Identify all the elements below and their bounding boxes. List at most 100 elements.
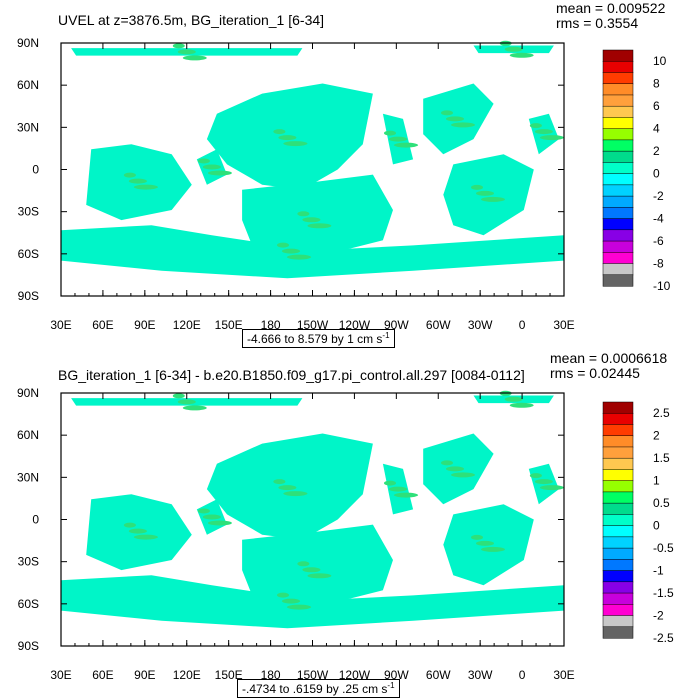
colorbar-swatch [602, 536, 634, 549]
colorbar-swatch [602, 424, 634, 437]
y-tick-label: 60S [18, 247, 39, 261]
colorbar-swatch [602, 240, 634, 253]
colorbar-swatch [602, 457, 634, 470]
y-tick-label: 90N [17, 386, 39, 400]
colorbar-swatch [602, 502, 634, 515]
field-streak [389, 136, 407, 142]
x-tick-label: 150E [215, 668, 243, 682]
rms-label: rms = 0.3554 [556, 15, 639, 31]
field-streak [446, 116, 464, 122]
x-tick-label: 150W [297, 318, 329, 332]
field-streak [172, 43, 185, 49]
field-streak [394, 492, 418, 498]
colorbar-label: 0 [653, 519, 660, 533]
field-streak [451, 472, 475, 478]
y-tick-label: 90N [17, 36, 39, 50]
x-tick-label: 30W [468, 668, 493, 682]
colorbar-label: -10 [653, 279, 671, 293]
x-tick-label: 180 [261, 668, 281, 682]
colorbar-swatch [602, 195, 634, 208]
y-tick-label: 90S [18, 639, 39, 653]
field-streak [539, 485, 564, 491]
x-tick-label: 150E [215, 318, 243, 332]
field-streak [278, 135, 297, 141]
field-streak [283, 141, 308, 147]
field-streak [504, 46, 523, 52]
field-streak [182, 405, 207, 411]
colorbar-swatch [602, 480, 634, 493]
field-streak [509, 52, 534, 58]
x-tick-label: 30E [50, 318, 71, 332]
x-tick-label: 0 [519, 668, 526, 682]
field-streak [128, 178, 147, 184]
bottom-panel: BG_iteration_1 [6-34] - b.e20.B1850.f09_… [0, 350, 700, 700]
field-streak [207, 170, 232, 176]
field-streak [529, 473, 542, 479]
colorbar-swatch [602, 514, 634, 527]
map-plot: 30E 60E 90E 120E 150E 180 150W 120W 90W 60W 30W 0 30… [17, 36, 671, 332]
x-tick-label: 60E [92, 318, 113, 332]
y-tick-label: 30S [18, 555, 39, 569]
field-streak [441, 110, 453, 116]
x-tick-label: 60W [426, 668, 451, 682]
field-streak [133, 184, 158, 190]
x-tick-label: 120W [339, 318, 371, 332]
field-streak [202, 514, 221, 520]
colorbar-label: 2.5 [653, 406, 670, 420]
field-streak [182, 55, 207, 61]
field-streak [529, 123, 542, 129]
range-unit-exponent: -1 [382, 331, 390, 340]
y-tick-label: 30S [18, 205, 39, 219]
contour-range-box: -4.666 to 8.579 by 1 cm s-1 [242, 329, 395, 348]
field-streak [123, 172, 136, 178]
field-streak [282, 598, 300, 604]
field-streak [277, 242, 289, 248]
x-tick-label: 30W [468, 318, 493, 332]
range-text: -4.666 to 8.579 by 1 cm s [247, 332, 383, 346]
y-tick-label: 30N [17, 470, 39, 484]
field-streak [302, 217, 321, 223]
colorbar-swatch [602, 615, 634, 628]
colorbar-label: 0 [653, 167, 660, 181]
colorbar-swatch [602, 184, 634, 197]
field-streak [297, 561, 310, 567]
colorbar-swatch [602, 435, 634, 448]
field-streak [202, 164, 221, 170]
colorbar-swatch [602, 263, 634, 276]
panel-title: UVEL at z=3876.5m, BG_iteration_1 [6-34] [58, 12, 325, 28]
colorbar-swatch [602, 559, 634, 572]
colorbar-swatch [602, 491, 634, 504]
field-streak [287, 604, 311, 610]
field-streak [481, 546, 505, 552]
colorbar-label: -1.5 [653, 586, 674, 600]
colorbar-swatch [602, 570, 634, 583]
field-streak [123, 522, 136, 528]
colorbar-swatch [602, 117, 634, 130]
field-streak [446, 466, 464, 472]
rms-label: rms = 0.02445 [550, 365, 640, 381]
colorbar-swatch [602, 592, 634, 605]
field-streak [307, 573, 332, 579]
colorbar-swatch [602, 604, 634, 617]
field-streak [509, 402, 534, 408]
field-streak [539, 135, 564, 141]
colorbar-swatch [602, 128, 634, 141]
y-tick-label: 0 [32, 163, 39, 177]
colorbar-label: -8 [653, 257, 664, 271]
x-tick-label: 60E [92, 668, 113, 682]
colorbar-swatch [602, 173, 634, 186]
field-streak [441, 460, 453, 466]
colorbar-swatch [602, 581, 634, 594]
colorbar-swatch [602, 547, 634, 560]
colorbar-label: -2.5 [653, 631, 674, 645]
field-streak [476, 540, 494, 546]
colorbar-label: 1.5 [653, 451, 670, 465]
colorbar-swatch [602, 229, 634, 242]
colorbar-swatch [602, 525, 634, 538]
colorbar-label: 1 [653, 474, 660, 488]
field-streak [287, 254, 311, 260]
field-streak [307, 223, 332, 229]
colorbar-swatch [602, 72, 634, 85]
ocean-field-region [61, 225, 564, 279]
x-tick-label: 90E [134, 668, 155, 682]
